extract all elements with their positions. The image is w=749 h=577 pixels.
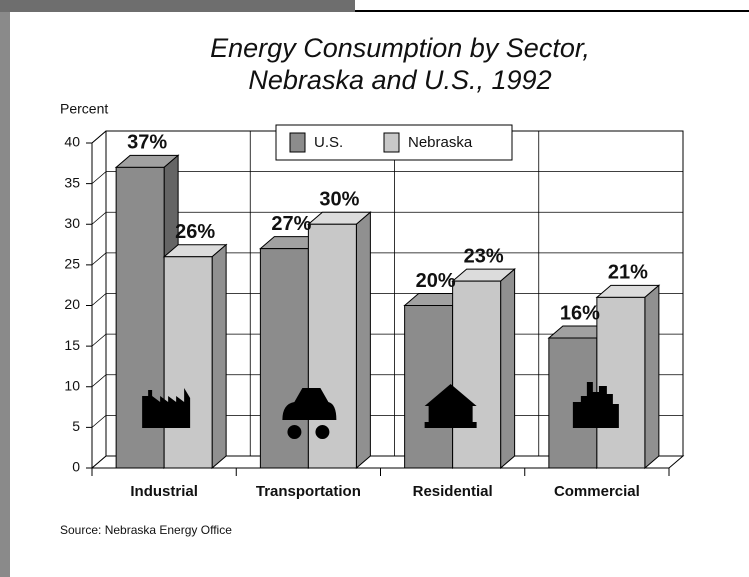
bar bbox=[307, 223, 357, 469]
x-tick-label: Industrial bbox=[130, 483, 198, 500]
source: Source: Nebraska Energy Office bbox=[60, 523, 232, 537]
bar-side bbox=[500, 268, 516, 470]
bar bbox=[163, 256, 213, 469]
x-tick-label: Transportation bbox=[256, 483, 361, 500]
y-tick-label: 15 bbox=[64, 337, 80, 353]
bar-side bbox=[355, 211, 371, 470]
data-label: 37% bbox=[127, 132, 167, 154]
grid-line bbox=[91, 415, 107, 428]
icon-city bbox=[572, 382, 619, 428]
bar bbox=[596, 296, 646, 469]
grid-line bbox=[91, 171, 107, 184]
bar-side bbox=[211, 243, 227, 470]
y-tick-label: 5 bbox=[72, 418, 80, 434]
y-tick-label: 30 bbox=[64, 215, 80, 231]
y-tick-label: 35 bbox=[64, 174, 80, 190]
data-label: 27% bbox=[271, 213, 311, 235]
data-label: 26% bbox=[175, 221, 215, 243]
y-tick-label: 10 bbox=[64, 377, 80, 393]
y-axis-label: Percent bbox=[60, 101, 108, 117]
bar-side bbox=[644, 284, 660, 470]
icon-car bbox=[282, 388, 337, 439]
grid-line bbox=[91, 333, 107, 347]
icon-house bbox=[424, 384, 477, 428]
data-label: 16% bbox=[560, 302, 600, 324]
y-tick-label: 0 bbox=[72, 459, 80, 475]
icon-factory bbox=[142, 388, 191, 428]
chart-title: Energy Consumption by Sector, bbox=[210, 33, 590, 63]
grid-line bbox=[91, 455, 107, 469]
legend-label: Nebraska bbox=[408, 134, 473, 151]
data-label: 23% bbox=[464, 245, 504, 267]
grid-line bbox=[91, 130, 107, 144]
bar bbox=[452, 280, 502, 469]
data-label: 30% bbox=[319, 189, 359, 211]
top-frame bbox=[0, 0, 355, 12]
bar bbox=[259, 248, 309, 469]
data-label: 21% bbox=[608, 262, 648, 284]
legend-swatch bbox=[289, 132, 306, 153]
x-tick-label: Commercial bbox=[554, 483, 640, 500]
legend-swatch bbox=[383, 132, 400, 153]
y-tick-label: 20 bbox=[64, 296, 80, 312]
left-frame bbox=[0, 0, 10, 577]
grid-line bbox=[91, 374, 107, 388]
y-tick-label: 40 bbox=[64, 134, 80, 150]
grid-line bbox=[91, 252, 107, 266]
grid-line bbox=[91, 211, 107, 225]
x-tick-label: Residential bbox=[413, 483, 493, 500]
bar bbox=[404, 305, 454, 469]
legend-label: U.S. bbox=[314, 134, 343, 151]
data-label: 20% bbox=[416, 270, 456, 292]
chart-title: Nebraska and U.S., 1992 bbox=[248, 65, 551, 95]
grid-line bbox=[91, 293, 107, 306]
y-tick-label: 25 bbox=[64, 256, 80, 272]
